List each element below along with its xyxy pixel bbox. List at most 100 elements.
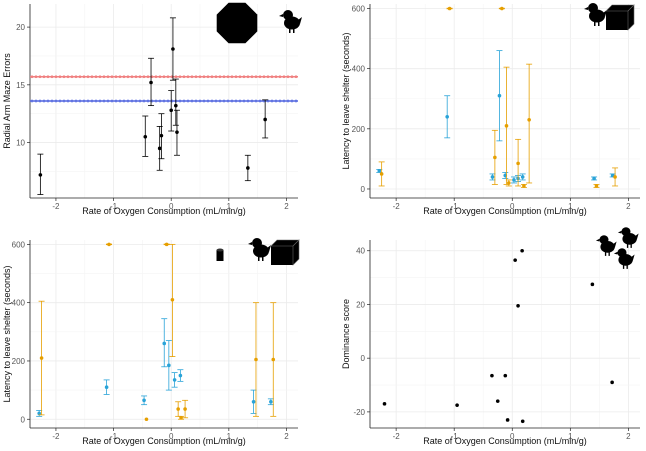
reference-line-marker <box>274 75 278 79</box>
reference-line-marker <box>234 99 238 103</box>
chick-shape <box>617 227 639 248</box>
reference-line-marker <box>34 75 38 79</box>
x-axis-title: Rate of Oxygen Consumption (mL/min/g) <box>82 206 246 216</box>
y-tick-label: 20 <box>356 300 365 309</box>
reference-line-marker <box>254 99 258 103</box>
data-point <box>169 108 174 113</box>
data-point <box>176 407 180 411</box>
data-point <box>178 373 183 378</box>
reference-line-marker <box>70 99 74 103</box>
reference-line-marker <box>106 75 110 79</box>
reference-line-marker <box>62 75 66 79</box>
x-axis-title: Rate of Oxygen Consumption (mL/min/g) <box>82 436 246 446</box>
y-axis-title: Latency to leave shelter (seconds) <box>2 265 12 402</box>
reference-line-marker <box>142 75 146 79</box>
x-tick-label: -2 <box>52 202 60 211</box>
reference-line-marker <box>182 75 186 79</box>
reference-line-marker <box>94 99 98 103</box>
data-point <box>263 117 267 122</box>
x-tick-label: 2 <box>626 432 631 441</box>
x-tick-label: 0 <box>510 202 515 211</box>
data-point <box>527 117 531 122</box>
x-tick-label: 2 <box>626 202 631 211</box>
reference-line-marker <box>86 75 90 79</box>
reference-line-marker <box>238 99 242 103</box>
reference-line-marker <box>222 99 226 103</box>
chick-icon <box>613 248 635 269</box>
x-tick-label: -1 <box>451 202 459 211</box>
reference-line-marker <box>174 75 178 79</box>
reference-line-marker <box>214 75 218 79</box>
reference-line-marker <box>254 75 258 79</box>
reference-line-marker <box>266 75 270 79</box>
reference-line-marker <box>50 75 54 79</box>
data-point <box>493 155 497 160</box>
reference-line-marker <box>114 75 118 79</box>
reference-line-marker <box>30 99 34 103</box>
box-icon <box>605 4 635 31</box>
reference-line-marker <box>82 99 86 103</box>
reference-line-marker <box>226 75 230 79</box>
chick-shape <box>595 235 617 256</box>
reference-line-marker <box>42 75 46 79</box>
data-point <box>520 175 525 179</box>
y-tick-label: -20 <box>353 408 365 417</box>
reference-line-marker <box>162 99 166 103</box>
data-point <box>610 380 614 385</box>
y-tick-label: 200 <box>352 125 366 134</box>
cylinder-icon <box>216 248 224 261</box>
reference-line-marker <box>94 75 98 79</box>
data-point <box>144 417 149 422</box>
reference-line-marker <box>230 75 234 79</box>
reference-line-marker <box>110 75 114 79</box>
data-point <box>382 402 387 406</box>
data-point <box>149 80 153 85</box>
reference-line-marker <box>290 75 294 79</box>
data-point <box>497 93 502 98</box>
reference-line-marker <box>210 75 214 79</box>
y-tick-label: 10 <box>16 139 25 148</box>
y-axis-title: Radial Arm Maze Errors <box>2 53 12 149</box>
x-tick-label: 1 <box>227 432 232 441</box>
reference-line-marker <box>130 75 134 79</box>
reference-line-marker <box>202 75 206 79</box>
panel-d: -2 -1 0 1 2 -20 0 20 40 Rate of Oxygen Consumptio… <box>341 227 640 446</box>
data-point <box>175 130 179 134</box>
y-tick-label: 600 <box>352 5 366 14</box>
reference-line-marker <box>198 99 202 103</box>
panel-c: -2 -1 0 1 2 0 200 400 600 Rate of Oxygen Consumpt… <box>2 238 300 446</box>
x-tick-label: 1 <box>227 202 232 211</box>
reference-line-marker <box>186 75 190 79</box>
reference-line-marker <box>294 75 298 79</box>
reference-line-marker <box>38 99 42 103</box>
reference-line-marker <box>270 99 274 103</box>
reference-line-marker <box>74 99 78 103</box>
reference-line-marker <box>62 99 66 103</box>
data-point <box>171 47 175 51</box>
x-axis-title: Rate of Oxygen Consumption (mL/min/g) <box>423 206 587 216</box>
reference-line-marker <box>250 99 254 103</box>
y-axis-title: Dominance score <box>341 299 351 369</box>
reference-line-marker <box>166 99 170 103</box>
reference-line-marker <box>294 99 298 103</box>
box-front <box>606 11 628 30</box>
chick-shape <box>248 238 271 261</box>
reference-line-marker <box>278 99 282 103</box>
reference-line-marker <box>166 75 170 79</box>
reference-line-marker <box>118 99 122 103</box>
reference-line-marker <box>74 75 78 79</box>
reference-line-marker <box>162 75 166 79</box>
chick-shape <box>613 248 635 269</box>
data-point <box>269 399 273 404</box>
box-icon <box>270 239 300 266</box>
reference-line-marker <box>54 75 58 79</box>
y-tick-label: 0 <box>361 185 366 194</box>
reference-line-marker <box>54 99 58 103</box>
y-tick-label: 0 <box>21 415 26 424</box>
data-point <box>157 146 162 151</box>
reference-line-marker <box>98 75 102 79</box>
reference-line-marker <box>70 75 74 79</box>
data-point <box>490 373 494 378</box>
x-tick-label: 0 <box>169 202 174 211</box>
